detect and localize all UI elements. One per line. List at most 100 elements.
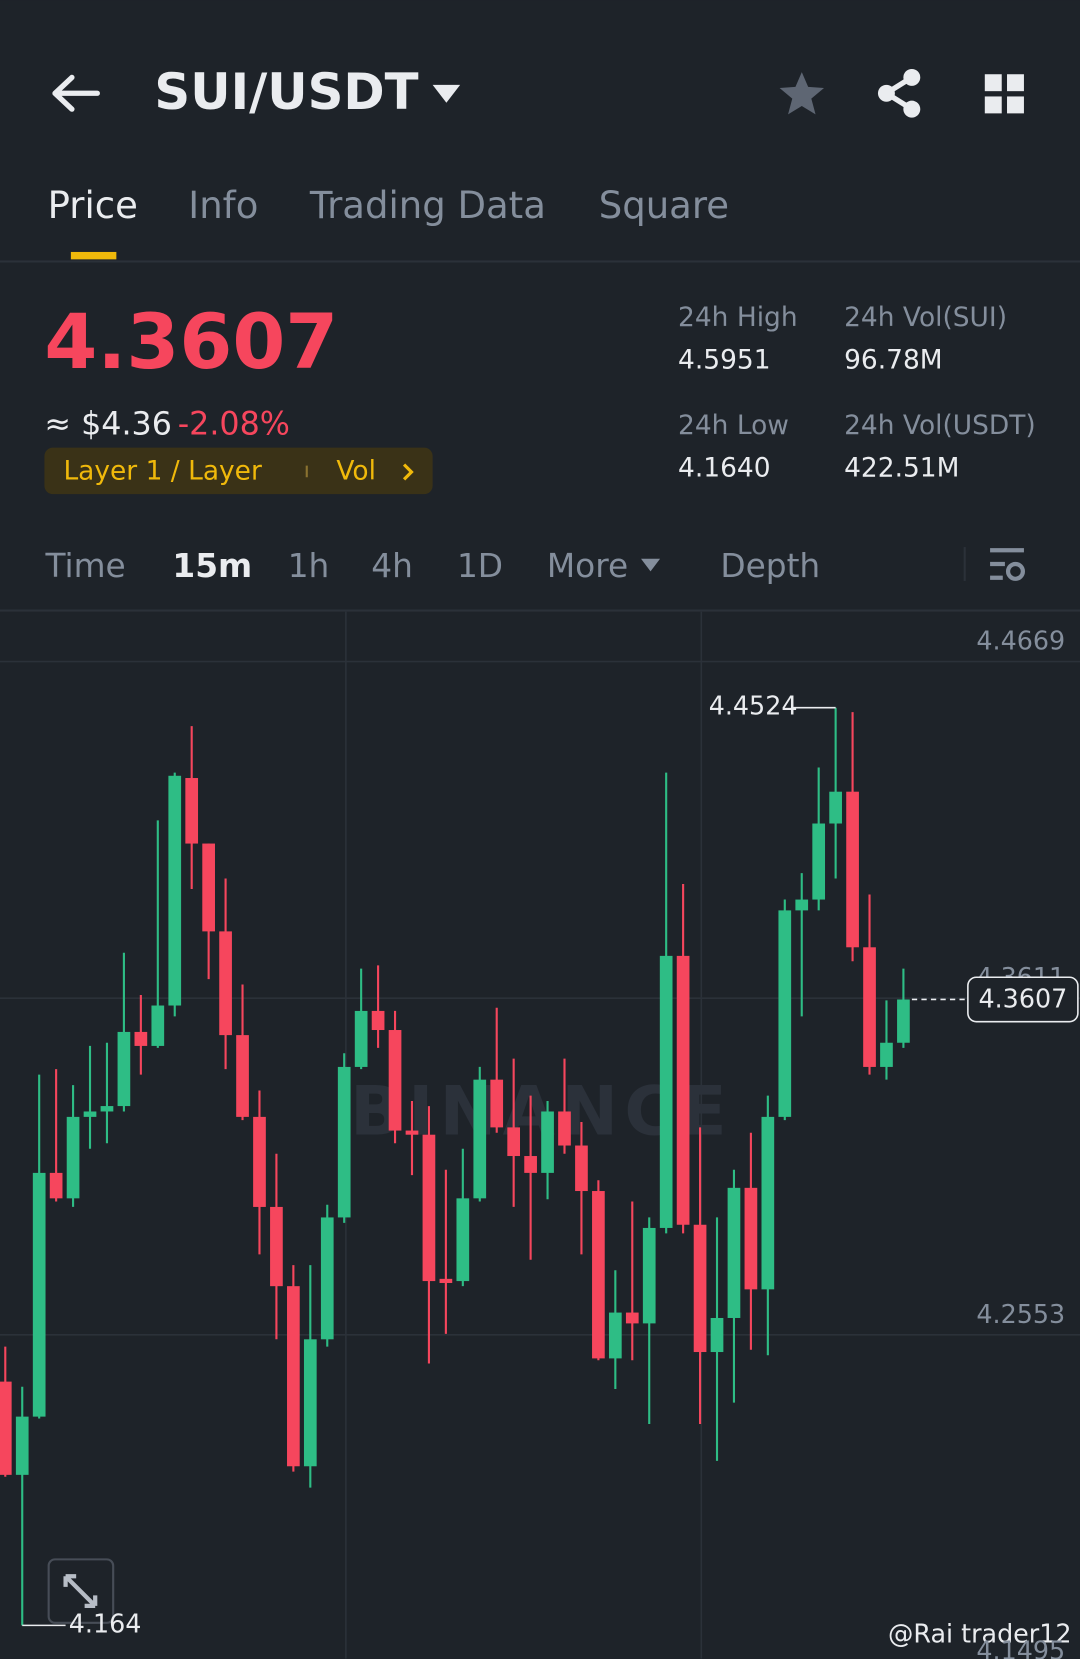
candle-body (354, 1010, 368, 1067)
interval[interactable]: 1D (457, 547, 503, 585)
more-dropdown[interactable] (641, 558, 661, 572)
stat-value: 96.78M (844, 344, 943, 375)
divider (0, 260, 1080, 263)
tag-separator (305, 465, 308, 478)
stat-label: 24h Vol(USDT) (844, 410, 1036, 441)
interval[interactable]: 1h (288, 547, 330, 585)
candle-body (422, 1134, 436, 1282)
grid-cell (984, 74, 1002, 92)
candle-body (405, 1130, 419, 1135)
candle-body (575, 1145, 588, 1192)
candle-body (287, 1286, 300, 1467)
tab[interactable]: Price (48, 184, 138, 227)
stat-value: 4.5951 (678, 344, 771, 375)
tab-indicator (70, 251, 117, 260)
depth-tab[interactable]: Depth (720, 547, 820, 585)
stat-label: 24h High (678, 302, 798, 333)
candle-body (863, 947, 876, 1067)
candle-body (388, 1030, 402, 1131)
tag-pill[interactable]: Layer 1 / Layer Vol (44, 447, 433, 495)
tab[interactable]: Square (599, 184, 729, 227)
high-marker-label: 4.4524 (709, 691, 798, 721)
candle-body (541, 1111, 554, 1173)
candle-body (168, 775, 182, 1006)
low-marker-label: 4.164 (69, 1608, 142, 1638)
candle-body (812, 823, 826, 900)
candle-body (490, 1079, 504, 1128)
credit: @Rai trader12 (888, 1619, 1072, 1649)
candle-body (100, 1106, 114, 1112)
y-tick-label: 4.2553 (976, 1299, 1065, 1329)
candle-body (659, 955, 673, 1228)
y-tick-label: 4.1495 (976, 1635, 1065, 1659)
interval[interactable]: 4h (371, 547, 413, 585)
candle-body (320, 1217, 334, 1340)
candle-body (66, 1116, 80, 1199)
last-price-label: 4.3607 (978, 984, 1067, 1014)
settings-lines (990, 548, 1024, 580)
candle-body (761, 1116, 775, 1290)
candle-body (592, 1191, 605, 1359)
pair-title[interactable]: SUI/USDT (154, 63, 418, 121)
tag-chevron (402, 463, 414, 481)
expand-icon (63, 1574, 98, 1609)
candle-body (337, 1066, 351, 1218)
share-button[interactable] (877, 68, 921, 118)
candle-body (15, 1416, 29, 1475)
fiat-price: ≈ $4.36 (44, 406, 171, 442)
y-tick-label: 4.4669 (976, 626, 1065, 656)
candle-body (558, 1111, 571, 1146)
settings-gear (1005, 561, 1025, 581)
interval[interactable]: More (547, 547, 628, 585)
candle-body (439, 1278, 453, 1283)
candle-body (134, 1031, 148, 1046)
candle-body (676, 955, 690, 1225)
candle-body (507, 1127, 521, 1157)
candle-body (236, 1035, 249, 1117)
pair-dropdown[interactable] (432, 84, 461, 103)
candle-body (846, 791, 859, 948)
chart-settings[interactable] (990, 548, 1025, 581)
tag-link: Vol (336, 455, 376, 486)
candle-body (829, 791, 842, 824)
candle-body (117, 1031, 131, 1107)
candle-body (371, 1010, 385, 1031)
divider (0, 609, 1080, 612)
expand-button[interactable] (47, 1558, 115, 1624)
interval[interactable]: Time (44, 547, 125, 585)
price-change: -2.08% (178, 406, 290, 442)
candlestick-chart: BINANCE (0, 611, 1080, 1659)
grid-cell (1007, 96, 1024, 114)
grid-cell (984, 96, 1002, 114)
back-button[interactable] (52, 74, 100, 112)
candle-body (744, 1187, 758, 1290)
candle-body (880, 1042, 893, 1067)
tab[interactable]: Info (188, 184, 258, 227)
candle-body (456, 1198, 470, 1282)
grid-menu[interactable] (984, 74, 1024, 114)
tab[interactable]: Trading Data (309, 184, 546, 227)
candle-body (219, 931, 232, 1036)
candle-body (202, 843, 215, 932)
candle-body (625, 1312, 639, 1324)
candle-body (49, 1172, 63, 1199)
candle-body (83, 1111, 97, 1117)
last-price: 4.3607 (44, 297, 338, 386)
stat-label: 24h Vol(SUI) (844, 302, 1007, 333)
candle-body (151, 1005, 165, 1046)
candle-body (32, 1172, 46, 1417)
candle-body (778, 910, 792, 1117)
interval[interactable]: 15m (172, 547, 252, 585)
last-price-box (967, 976, 1079, 1023)
favorite-star[interactable] (779, 72, 825, 115)
candle-body (270, 1206, 283, 1287)
candle-body (303, 1339, 317, 1467)
candle-body (693, 1224, 707, 1353)
stat-value: 4.1640 (678, 452, 771, 483)
share-lines (885, 75, 914, 112)
stat-label: 24h Low (678, 410, 789, 441)
grid-cell (1007, 74, 1024, 92)
candle-body (473, 1079, 487, 1199)
